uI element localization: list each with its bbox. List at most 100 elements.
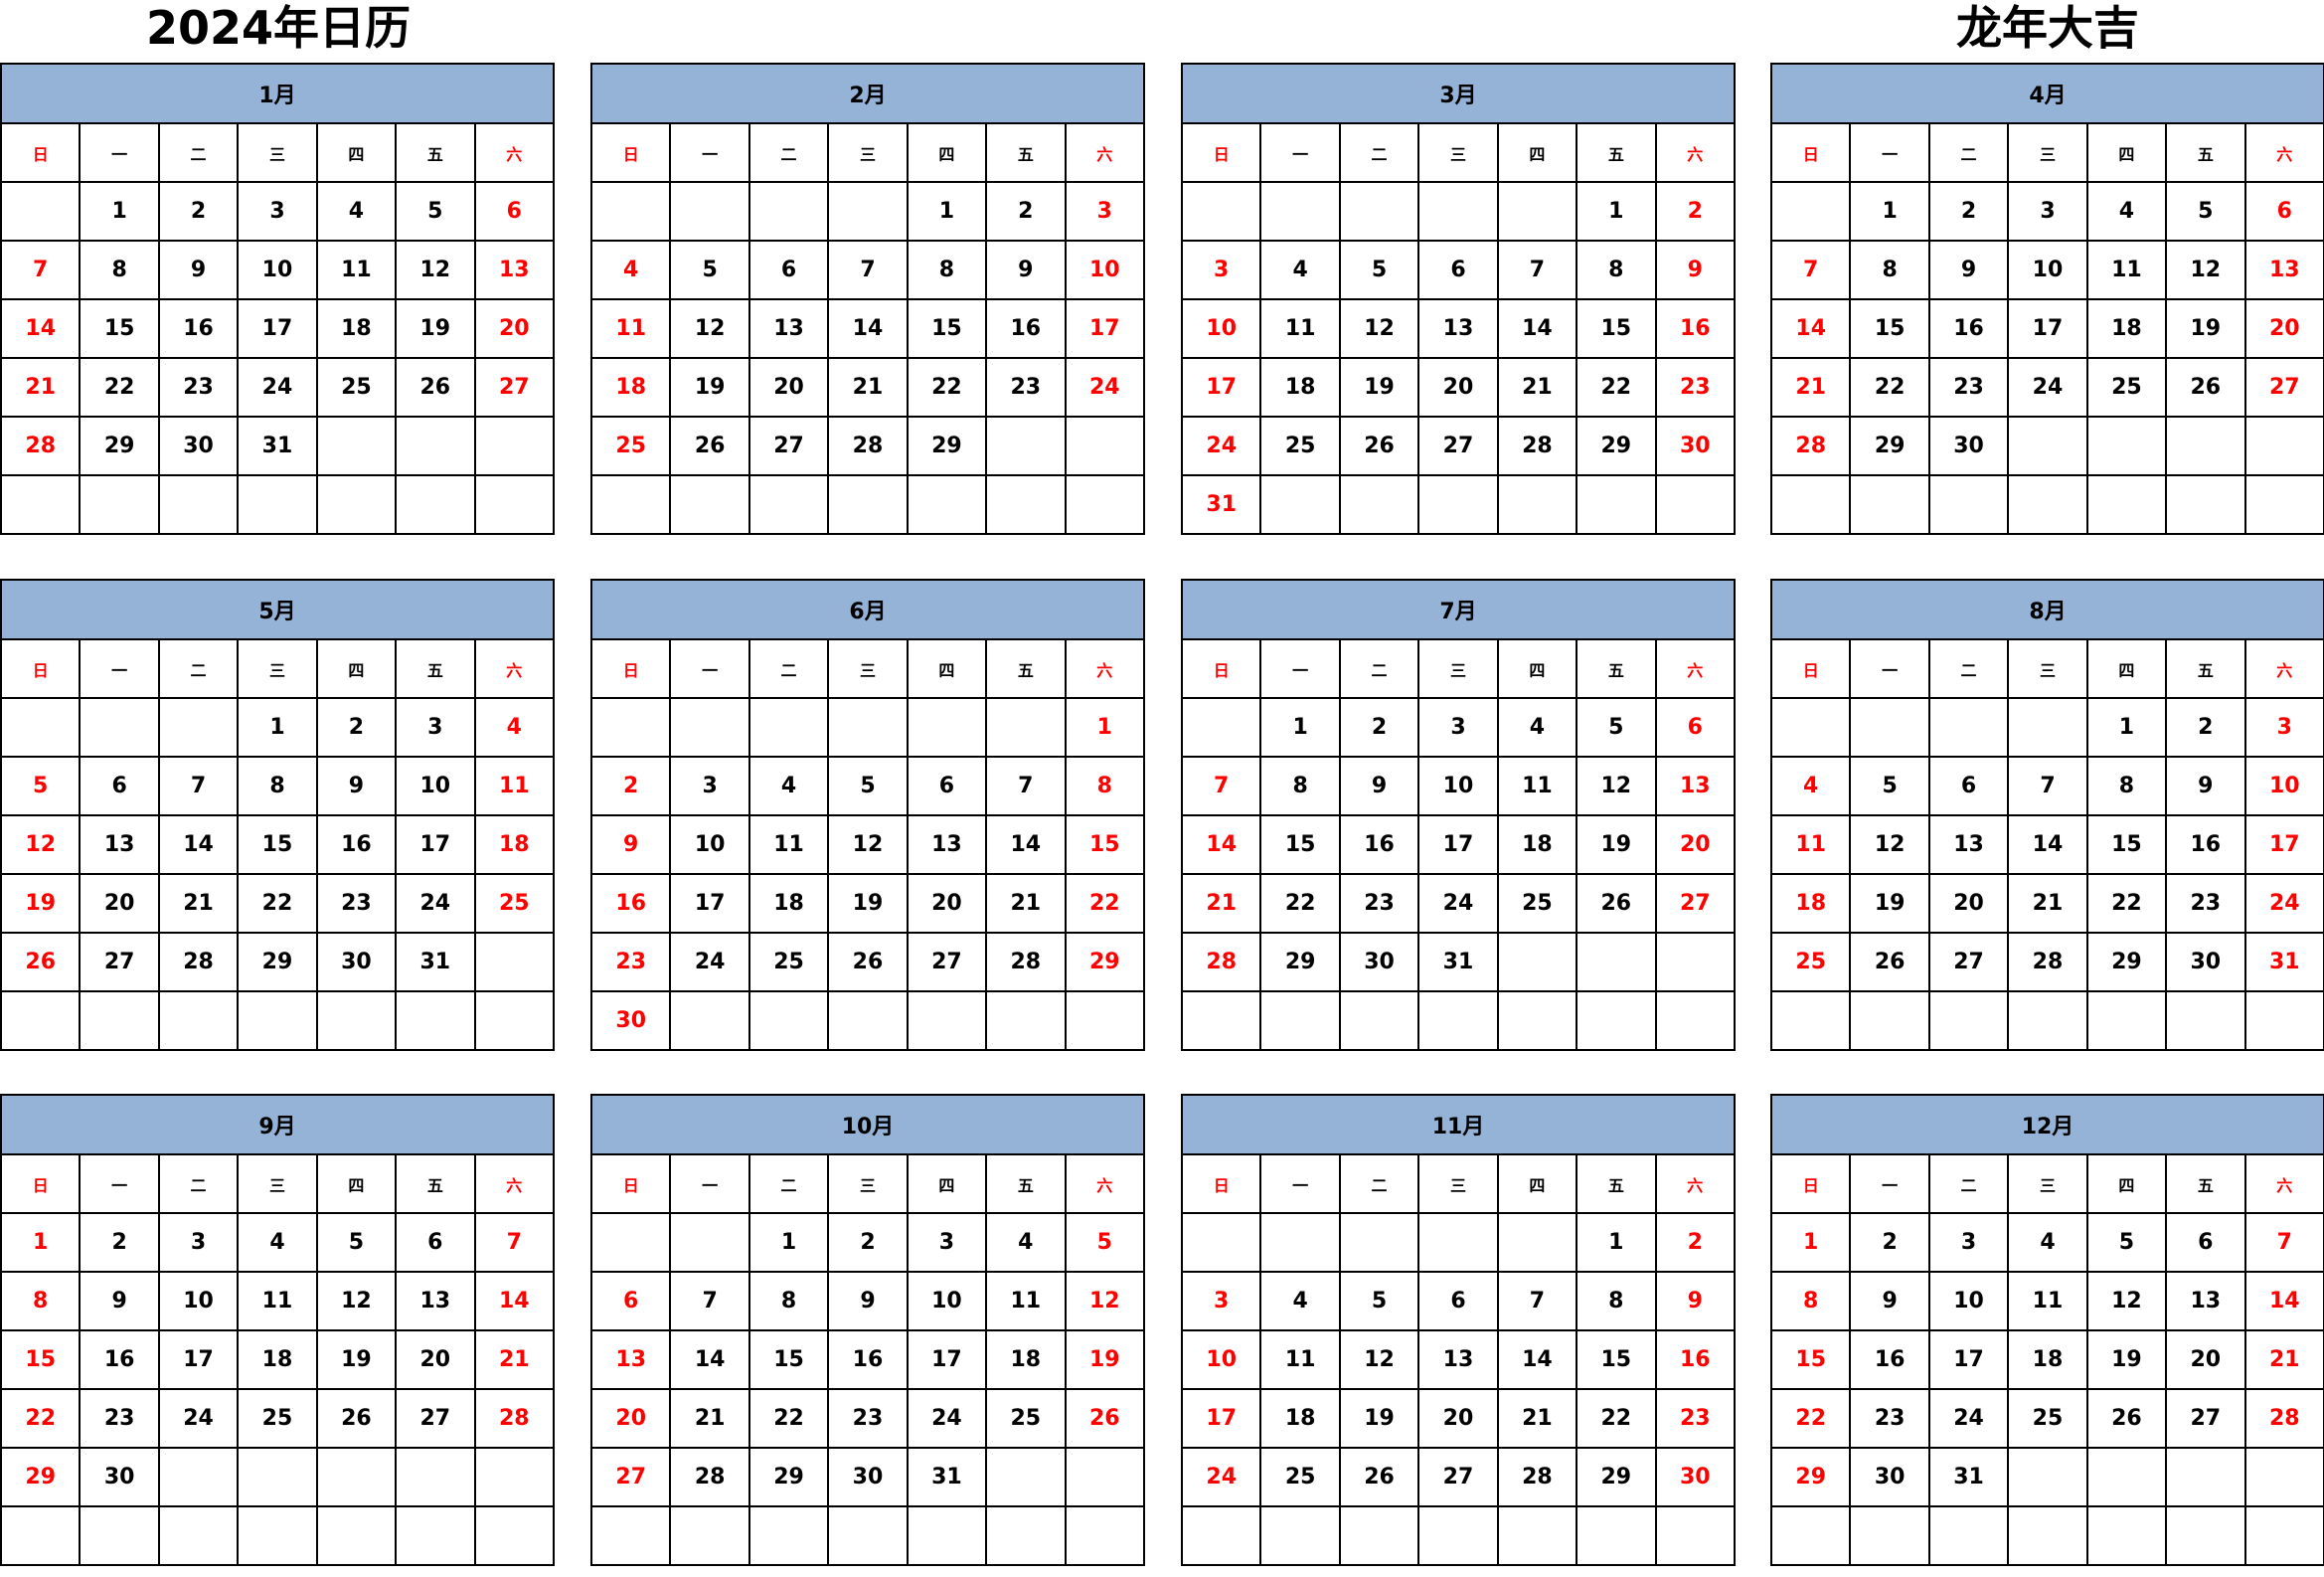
weekday-label: 日 — [0, 1153, 82, 1214]
day-cell: 19 — [1338, 1388, 1420, 1449]
day-cell: 2 — [1338, 697, 1420, 758]
day-cell: 7 — [1769, 240, 1852, 300]
day-cell: 10 — [1180, 1329, 1262, 1390]
day-cell: 18 — [589, 357, 672, 418]
day-cell: 19 — [827, 873, 909, 934]
day-cell: 8 — [2085, 756, 2168, 816]
week-row: 9 10 11 12 13 14 15 — [589, 814, 1146, 875]
day-cell: 10 — [395, 756, 476, 816]
empty-day-cell — [395, 1505, 476, 1566]
day-cell: 7 — [1496, 240, 1578, 300]
empty-day-cell — [1576, 474, 1657, 535]
weekday-row: 日一二三四五六 — [1769, 122, 2324, 183]
day-cell: 24 — [669, 932, 750, 992]
empty-day-cell — [1927, 990, 2010, 1051]
day-cell: 7 — [2243, 1212, 2324, 1273]
empty-day-cell — [0, 990, 82, 1051]
day-cell: 15 — [2085, 814, 2168, 875]
day-cell: 23 — [315, 873, 398, 934]
empty-day-cell — [747, 990, 830, 1051]
day-cell: 7 — [985, 756, 1067, 816]
day-cell: 14 — [1769, 298, 1852, 359]
month-header-row: 11月 — [1181, 1094, 1736, 1155]
weekday-label: 六 — [473, 638, 556, 699]
month-4: 4月日一二三四五六 1 2 3 4 5 6 7 8 9 10 11 12 13 14 15 16 17 18 19 20… — [1769, 63, 2324, 546]
weekday-label: 二 — [157, 1153, 240, 1214]
weekday-label: 六 — [473, 122, 556, 183]
day-cell: 28 — [827, 416, 909, 476]
week-row — [0, 474, 556, 535]
day-cell: 30 — [1849, 1447, 1930, 1507]
day-cell: 4 — [1259, 1271, 1341, 1331]
day-cell: 8 — [1259, 756, 1341, 816]
weekday-label: 日 — [1769, 122, 1852, 183]
day-cell: 1 — [237, 697, 318, 758]
day-cell: 16 — [1849, 1329, 1930, 1390]
day-cell: 25 — [1769, 932, 1852, 992]
empty-day-cell — [1338, 474, 1420, 535]
week-row: 7 8 9 10 11 12 13 — [1180, 756, 1737, 816]
weekday-label: 日 — [589, 638, 672, 699]
day-cell: 20 — [589, 1388, 672, 1449]
month-header-row: 8月 — [1770, 579, 2324, 640]
day-cell: 14 — [669, 1329, 750, 1390]
day-cell: 24 — [1180, 416, 1262, 476]
week-row — [589, 1505, 1146, 1566]
empty-day-cell — [1259, 181, 1341, 242]
week-row: 14 15 16 17 18 19 20 — [1769, 298, 2324, 359]
empty-day-cell — [2165, 1505, 2246, 1566]
empty-day-cell — [985, 416, 1067, 476]
weekday-label: 四 — [315, 122, 398, 183]
day-cell: 21 — [669, 1388, 750, 1449]
day-cell: 2 — [985, 181, 1067, 242]
weekday-label: 二 — [1927, 122, 2010, 183]
day-cell: 5 — [1064, 1212, 1146, 1273]
day-cell: 2 — [1654, 181, 1737, 242]
empty-day-cell — [2007, 990, 2088, 1051]
day-cell: 19 — [0, 873, 82, 934]
greeting-title: 龙年大吉 — [1956, 1, 2139, 55]
day-cell: 26 — [2165, 357, 2246, 418]
weekday-label: 三 — [2007, 122, 2088, 183]
empty-day-cell — [1927, 474, 2010, 535]
day-cell: 11 — [315, 240, 398, 300]
day-cell: 17 — [906, 1329, 988, 1390]
weekday-label: 六 — [1654, 638, 1737, 699]
month-table: 9月日一二三四五六 1 2 3 4 5 6 7 8 9 10 11 12 13 14 15 16 17 18 19 20… — [0, 1094, 556, 1566]
month-8: 8月日一二三四五六 1 2 3 4 5 6 7 8 9 10 11 12 13 14 15 16 17 18 19 20… — [1769, 579, 2324, 1062]
day-cell: 27 — [1927, 932, 2010, 992]
day-cell: 8 — [1576, 240, 1657, 300]
day-cell: 8 — [1849, 240, 1930, 300]
day-cell: 5 — [827, 756, 909, 816]
week-row: 22 23 24 25 26 27 28 — [0, 1388, 556, 1449]
weekday-label: 三 — [827, 1153, 909, 1214]
day-cell: 28 — [1769, 416, 1852, 476]
empty-day-cell — [2243, 1505, 2324, 1566]
weekday-label: 日 — [1180, 122, 1262, 183]
day-cell: 23 — [1338, 873, 1420, 934]
day-cell: 23 — [1927, 357, 2010, 418]
empty-day-cell — [2165, 990, 2246, 1051]
week-row: 13 14 15 16 17 18 19 — [589, 1329, 1146, 1390]
empty-day-cell — [1927, 1505, 2010, 1566]
day-cell: 3 — [1927, 1212, 2010, 1273]
day-cell: 12 — [2085, 1271, 2168, 1331]
weekday-label: 四 — [315, 638, 398, 699]
empty-day-cell — [315, 1447, 398, 1507]
weekday-label: 日 — [589, 1153, 672, 1214]
day-cell: 8 — [1064, 756, 1146, 816]
empty-day-cell — [395, 1447, 476, 1507]
week-row: 19 20 21 22 23 24 25 — [0, 873, 556, 934]
empty-day-cell — [985, 1505, 1067, 1566]
day-cell: 15 — [1849, 298, 1930, 359]
day-cell: 25 — [1496, 873, 1578, 934]
day-cell: 6 — [473, 181, 556, 242]
day-cell: 13 — [2243, 240, 2324, 300]
day-cell: 30 — [1927, 416, 2010, 476]
weekday-label: 六 — [2243, 1153, 2324, 1214]
empty-day-cell — [1417, 1505, 1499, 1566]
day-cell: 15 — [1769, 1329, 1852, 1390]
empty-day-cell — [589, 474, 672, 535]
weekday-label: 日 — [1180, 638, 1262, 699]
empty-day-cell — [985, 990, 1067, 1051]
